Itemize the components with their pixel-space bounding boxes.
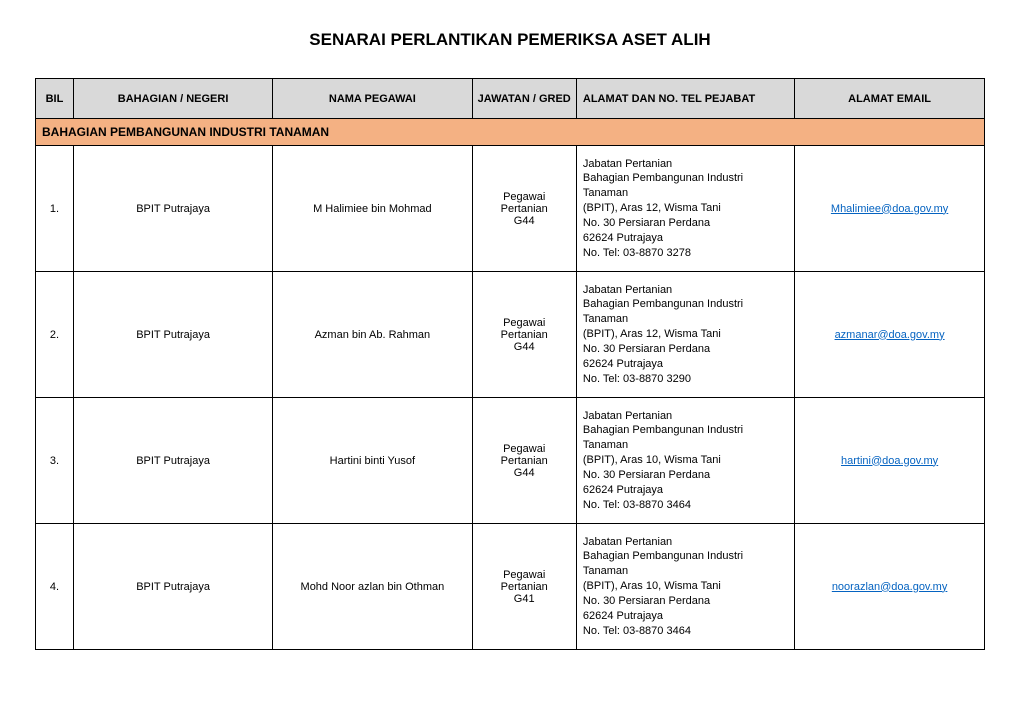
addr-line: Bahagian Pembangunan Industri Tanaman	[583, 171, 788, 201]
addr-line: 62624 Putrajaya	[583, 483, 788, 498]
header-bahagian: BAHAGIAN / NEGERI	[73, 79, 272, 119]
header-bil: BIL	[36, 79, 74, 119]
cell-email: noorazlan@doa.gov.my	[795, 524, 985, 650]
addr-line: Bahagian Pembangunan Industri Tanaman	[583, 423, 788, 453]
header-alamat: ALAMAT DAN NO. TEL PEJABAT	[576, 79, 794, 119]
email-link[interactable]: noorazlan@doa.gov.my	[832, 581, 948, 593]
cell-email: Mhalimiee@doa.gov.my	[795, 146, 985, 272]
cell-alamat: Jabatan Pertanian Bahagian Pembangunan I…	[576, 146, 794, 272]
page-title: SENARAI PERLANTIKAN PEMERIKSA ASET ALIH	[35, 30, 985, 50]
table-row: 2. BPIT Putrajaya Azman bin Ab. Rahman P…	[36, 272, 985, 398]
email-link[interactable]: Mhalimiee@doa.gov.my	[831, 203, 948, 215]
jawatan-line2: G44	[514, 215, 535, 227]
cell-nama: Hartini binti Yusof	[273, 398, 472, 524]
addr-line: 62624 Putrajaya	[583, 231, 788, 246]
addr-line: (BPIT), Aras 10, Wisma Tani	[583, 453, 788, 468]
addr-line: No. Tel: 03-8870 3290	[583, 372, 788, 387]
cell-email: hartini@doa.gov.my	[795, 398, 985, 524]
cell-bil: 2.	[36, 272, 74, 398]
jawatan-line1: Pegawai Pertanian	[501, 569, 548, 593]
cell-email: azmanar@doa.gov.my	[795, 272, 985, 398]
cell-jawatan: Pegawai Pertanian G44	[472, 398, 576, 524]
jawatan-line1: Pegawai Pertanian	[501, 191, 548, 215]
addr-line: Bahagian Pembangunan Industri Tanaman	[583, 549, 788, 579]
cell-bahagian: BPIT Putrajaya	[73, 524, 272, 650]
email-link[interactable]: hartini@doa.gov.my	[841, 455, 938, 467]
addr-line: No. 30 Persiaran Perdana	[583, 594, 788, 609]
jawatan-line1: Pegawai Pertanian	[501, 317, 548, 341]
addr-line: 62624 Putrajaya	[583, 609, 788, 624]
addr-line: No. 30 Persiaran Perdana	[583, 342, 788, 357]
addr-line: No. 30 Persiaran Perdana	[583, 468, 788, 483]
addr-line: Jabatan Pertanian	[583, 283, 788, 298]
cell-bahagian: BPIT Putrajaya	[73, 398, 272, 524]
header-nama: NAMA PEGAWAI	[273, 79, 472, 119]
table-row: 3. BPIT Putrajaya Hartini binti Yusof Pe…	[36, 398, 985, 524]
cell-nama: M Halimiee bin Mohmad	[273, 146, 472, 272]
header-row: BIL BAHAGIAN / NEGERI NAMA PEGAWAI JAWAT…	[36, 79, 985, 119]
table-row: 1. BPIT Putrajaya M Halimiee bin Mohmad …	[36, 146, 985, 272]
addr-line: No. Tel: 03-8870 3464	[583, 498, 788, 513]
cell-jawatan: Pegawai Pertanian G44	[472, 272, 576, 398]
cell-jawatan: Pegawai Pertanian G44	[472, 146, 576, 272]
email-link[interactable]: azmanar@doa.gov.my	[835, 329, 945, 341]
addr-line: Jabatan Pertanian	[583, 157, 788, 172]
addr-line: No. Tel: 03-8870 3464	[583, 624, 788, 639]
addr-line: Bahagian Pembangunan Industri Tanaman	[583, 297, 788, 327]
cell-bahagian: BPIT Putrajaya	[73, 146, 272, 272]
addr-line: No. Tel: 03-8870 3278	[583, 246, 788, 261]
aset-table: BIL BAHAGIAN / NEGERI NAMA PEGAWAI JAWAT…	[35, 78, 985, 650]
jawatan-line1: Pegawai Pertanian	[501, 443, 548, 467]
section-row: BAHAGIAN PEMBANGUNAN INDUSTRI TANAMAN	[36, 119, 985, 146]
cell-bil: 4.	[36, 524, 74, 650]
cell-bil: 1.	[36, 146, 74, 272]
addr-line: No. 30 Persiaran Perdana	[583, 216, 788, 231]
addr-line: Jabatan Pertanian	[583, 409, 788, 424]
cell-bil: 3.	[36, 398, 74, 524]
cell-alamat: Jabatan Pertanian Bahagian Pembangunan I…	[576, 524, 794, 650]
header-jawatan: JAWATAN / GRED	[472, 79, 576, 119]
cell-nama: Azman bin Ab. Rahman	[273, 272, 472, 398]
addr-line: (BPIT), Aras 12, Wisma Tani	[583, 201, 788, 216]
cell-nama: Mohd Noor azlan bin Othman	[273, 524, 472, 650]
addr-line: Jabatan Pertanian	[583, 535, 788, 550]
cell-alamat: Jabatan Pertanian Bahagian Pembangunan I…	[576, 272, 794, 398]
addr-line: 62624 Putrajaya	[583, 357, 788, 372]
jawatan-line2: G44	[514, 341, 535, 353]
cell-jawatan: Pegawai Pertanian G41	[472, 524, 576, 650]
addr-line: (BPIT), Aras 12, Wisma Tani	[583, 327, 788, 342]
header-email: ALAMAT EMAIL	[795, 79, 985, 119]
jawatan-line2: G44	[514, 467, 535, 479]
jawatan-line2: G41	[514, 593, 535, 605]
cell-alamat: Jabatan Pertanian Bahagian Pembangunan I…	[576, 398, 794, 524]
addr-line: (BPIT), Aras 10, Wisma Tani	[583, 579, 788, 594]
table-row: 4. BPIT Putrajaya Mohd Noor azlan bin Ot…	[36, 524, 985, 650]
cell-bahagian: BPIT Putrajaya	[73, 272, 272, 398]
section-title: BAHAGIAN PEMBANGUNAN INDUSTRI TANAMAN	[36, 119, 985, 146]
